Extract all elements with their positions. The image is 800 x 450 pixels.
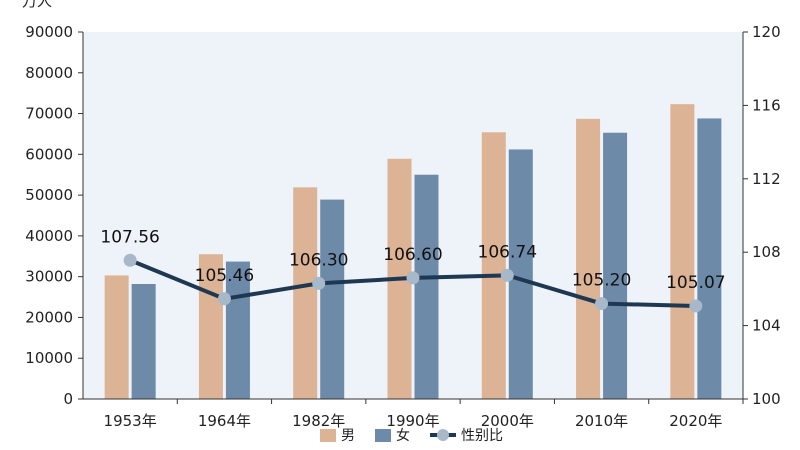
sex-ratio-label-2: 106.30 (289, 250, 348, 270)
x-tick-label-6: 2020年 (669, 412, 722, 430)
left-axis-unit-label: 万人 (22, 0, 52, 10)
sex-ratio-point-5 (595, 297, 609, 311)
legend: 男 女 性别比 (320, 427, 503, 444)
x-tick-label-2: 1982年 (292, 412, 345, 430)
bar-female-5 (603, 132, 628, 399)
left-tick-label-5: 50000 (25, 186, 73, 204)
bar-male-0 (104, 275, 129, 399)
bar-female-0 (131, 284, 156, 399)
legend-marker-swatch-2 (437, 429, 449, 441)
sex-ratio-point-2 (312, 276, 326, 290)
left-tick-label-6: 60000 (25, 145, 73, 163)
right-tick-label-5: 120 (752, 23, 781, 41)
right-tick-label-3: 112 (752, 170, 781, 188)
bar-female-1 (225, 261, 250, 399)
right-tick-label-0: 100 (752, 390, 781, 408)
bar-male-5 (576, 118, 601, 400)
x-tick-label-4: 2000年 (481, 412, 534, 430)
right-tick-label-2: 108 (752, 243, 781, 261)
legend-swatch-0 (320, 429, 336, 442)
line-layer (123, 253, 703, 313)
x-tick-label-0: 1953年 (104, 412, 157, 430)
bar-male-4 (481, 132, 506, 399)
x-tick-label-1: 1964年 (198, 412, 251, 430)
bar-male-6 (670, 104, 695, 399)
data-labels-layer: 107.56 105.46 106.30 106.60 106.74 105.20 105.… (100, 227, 725, 293)
legend-label-1: 女 (396, 427, 410, 444)
x-tick-label-3: 1990年 (386, 412, 439, 430)
bar-male-2 (293, 187, 318, 399)
bar-male-1 (198, 254, 223, 399)
plot-background (83, 32, 743, 399)
left-tick-label-1: 10000 (25, 349, 73, 367)
legend-label-2: 性别比 (461, 428, 503, 444)
bar-female-6 (697, 118, 722, 400)
left-tick-label-3: 30000 (25, 268, 73, 286)
sex-ratio-point-6 (689, 299, 703, 313)
bars-layer (104, 104, 722, 400)
bar-female-2 (320, 199, 345, 399)
left-tick-label-9: 90000 (25, 23, 73, 41)
bar-female-3 (414, 174, 439, 399)
left-tick-label-2: 20000 (25, 308, 73, 326)
legend-swatch-1 (375, 429, 391, 442)
axes-layer: 0 10000 20000 30000 40000 50000 60000 70000 8000… (25, 23, 780, 430)
left-tick-label-8: 80000 (25, 64, 73, 82)
sex-ratio-label-4: 106.74 (478, 242, 537, 262)
left-tick-label-7: 70000 (25, 105, 73, 123)
sex-ratio-label-1: 105.46 (195, 266, 254, 286)
sex-ratio-label-6: 105.07 (666, 273, 725, 293)
sex-ratio-point-4 (500, 268, 514, 282)
left-tick-label-4: 40000 (25, 227, 73, 245)
sex-ratio-point-0 (123, 253, 137, 267)
sex-ratio-point-3 (406, 271, 420, 285)
right-tick-label-4: 116 (752, 96, 781, 114)
legend-label-0: 男 (341, 428, 355, 444)
sex-ratio-point-1 (217, 292, 231, 306)
sex-ratio-label-3: 106.60 (383, 245, 442, 265)
left-tick-label-0: 0 (63, 390, 73, 408)
sex-ratio-label-5: 105.20 (572, 271, 631, 291)
sex-ratio-label-0: 107.56 (100, 227, 159, 247)
x-tick-label-5: 2010年 (575, 412, 628, 430)
right-tick-label-1: 104 (752, 317, 781, 335)
